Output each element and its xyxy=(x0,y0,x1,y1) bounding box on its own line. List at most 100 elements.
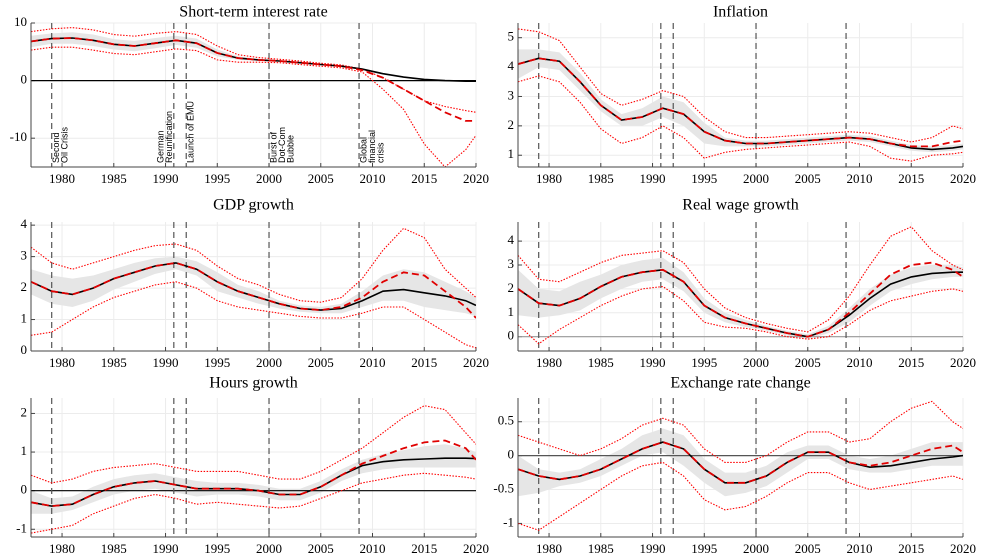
panel: Short-term interest rate 1980 1985 1990 1995… xyxy=(10,4,489,186)
x-tick-label: 1980 xyxy=(49,355,75,370)
y-tick-label: 2 xyxy=(508,117,515,132)
x-tick-label: 2000 xyxy=(743,171,769,186)
x-tick-label: 1980 xyxy=(536,171,562,186)
x-tick-label: 2000 xyxy=(256,355,282,370)
x-tick-label: 1980 xyxy=(49,541,75,556)
x-tick-label: 1990 xyxy=(640,171,666,186)
series-line xyxy=(518,28,963,143)
x-tick-label: 2010 xyxy=(360,355,386,370)
x-tick-label: 1990 xyxy=(153,541,179,556)
y-tick-label: 2 xyxy=(508,280,515,295)
x-tick-label: 1995 xyxy=(204,171,230,186)
x-tick-label: 1995 xyxy=(691,171,717,186)
series-line xyxy=(518,285,963,345)
x-tick-label: 2005 xyxy=(308,355,334,370)
x-tick-label: 1995 xyxy=(691,541,717,556)
x-tick-label: 2015 xyxy=(411,541,437,556)
x-tick-label: 2020 xyxy=(463,541,489,556)
y-tick-label: 0 xyxy=(508,447,515,462)
x-tick-label: 2020 xyxy=(463,355,489,370)
series-line xyxy=(31,37,476,122)
x-tick-label: 2005 xyxy=(795,171,821,186)
x-tick-label: 2020 xyxy=(950,355,976,370)
event-label: crisis xyxy=(375,142,385,163)
x-tick-label: 1995 xyxy=(691,355,717,370)
x-tick-label: 2000 xyxy=(256,171,282,186)
x-tick-label: 1990 xyxy=(640,541,666,556)
panel: Real wage growth 1980 1985 1990 1995 2000 2005… xyxy=(508,197,977,370)
x-tick-label: 2015 xyxy=(898,171,924,186)
confidence-band xyxy=(31,256,476,317)
series-line xyxy=(518,261,963,338)
y-tick-label: -1 xyxy=(503,514,514,529)
y-tick-label: 1 xyxy=(21,443,28,458)
series-line xyxy=(518,400,963,463)
event-label: Global xyxy=(358,137,368,163)
x-tick-label: 1985 xyxy=(588,541,614,556)
x-tick-label: 1985 xyxy=(101,355,127,370)
panel-title: Short-term interest rate xyxy=(179,4,327,21)
plot-area xyxy=(518,398,963,537)
y-tick-label: 1 xyxy=(508,304,515,319)
y-tick-label: 10 xyxy=(14,14,27,29)
panel: Hours growth 1980 1985 1990 1995 2000 2005 2010… xyxy=(16,375,489,556)
x-tick-label: 1980 xyxy=(536,355,562,370)
event-label: Bubble xyxy=(285,135,295,163)
x-tick-label: 2020 xyxy=(950,541,976,556)
x-tick-label: 1985 xyxy=(101,171,127,186)
series-line xyxy=(518,226,963,333)
y-tick-label: -1 xyxy=(16,520,27,535)
series-line xyxy=(31,281,476,349)
y-tick-label: 1 xyxy=(508,146,515,161)
series-line xyxy=(31,27,476,113)
series-line xyxy=(518,57,963,148)
x-tick-label: 2005 xyxy=(795,355,821,370)
plot-area xyxy=(31,398,476,537)
panel: Exchange rate change 1980 1985 1990 1995 2000… xyxy=(493,375,976,556)
x-tick-label: 1990 xyxy=(153,355,179,370)
event-label: German xyxy=(156,130,166,163)
plot-area xyxy=(31,23,476,167)
x-tick-label: 1995 xyxy=(204,355,230,370)
x-tick-label: 2020 xyxy=(950,171,976,186)
event-label: Launch of EMU xyxy=(186,101,196,163)
y-tick-label: 4 xyxy=(21,216,28,231)
confidence-band xyxy=(518,49,963,153)
series-line xyxy=(31,439,476,508)
x-tick-label: 2010 xyxy=(847,171,873,186)
panel-title: Hours growth xyxy=(209,375,297,392)
x-tick-label: 2000 xyxy=(743,541,769,556)
x-tick-label: 1985 xyxy=(588,171,614,186)
x-tick-label: 2005 xyxy=(308,171,334,186)
y-tick-label: 4 xyxy=(508,232,515,247)
x-tick-label: 1980 xyxy=(49,171,75,186)
x-tick-label: 2005 xyxy=(795,541,821,556)
series-line xyxy=(31,227,476,303)
x-tick-label: 1985 xyxy=(588,355,614,370)
x-tick-label: 2000 xyxy=(256,541,282,556)
confidence-band xyxy=(518,428,963,497)
x-tick-label: 2005 xyxy=(308,541,334,556)
x-tick-label: 2015 xyxy=(898,541,924,556)
y-tick-label: 5 xyxy=(508,29,515,44)
x-tick-label: 2010 xyxy=(360,541,386,556)
x-tick-label: 2015 xyxy=(411,355,437,370)
x-tick-label: 2020 xyxy=(463,171,489,186)
series-line xyxy=(31,472,476,534)
panel: Inflation 1980 1985 1990 1995 2000 2005 2010 201… xyxy=(508,4,977,186)
event-label: financial xyxy=(367,130,377,163)
series-line xyxy=(518,461,963,531)
y-tick-label: 3 xyxy=(508,256,515,271)
event-label: Second xyxy=(51,132,61,163)
confidence-band xyxy=(518,257,963,340)
event-label: Burst of xyxy=(268,131,278,163)
event-label: Reunification xyxy=(164,111,174,163)
plot-area xyxy=(31,222,476,351)
y-tick-label: 3 xyxy=(508,87,515,102)
panel-title: Exchange rate change xyxy=(670,375,810,392)
y-tick-label: 3 xyxy=(21,248,28,263)
y-tick-label: 2 xyxy=(21,279,28,294)
series-line xyxy=(31,261,476,319)
y-tick-label: 2 xyxy=(21,404,28,419)
